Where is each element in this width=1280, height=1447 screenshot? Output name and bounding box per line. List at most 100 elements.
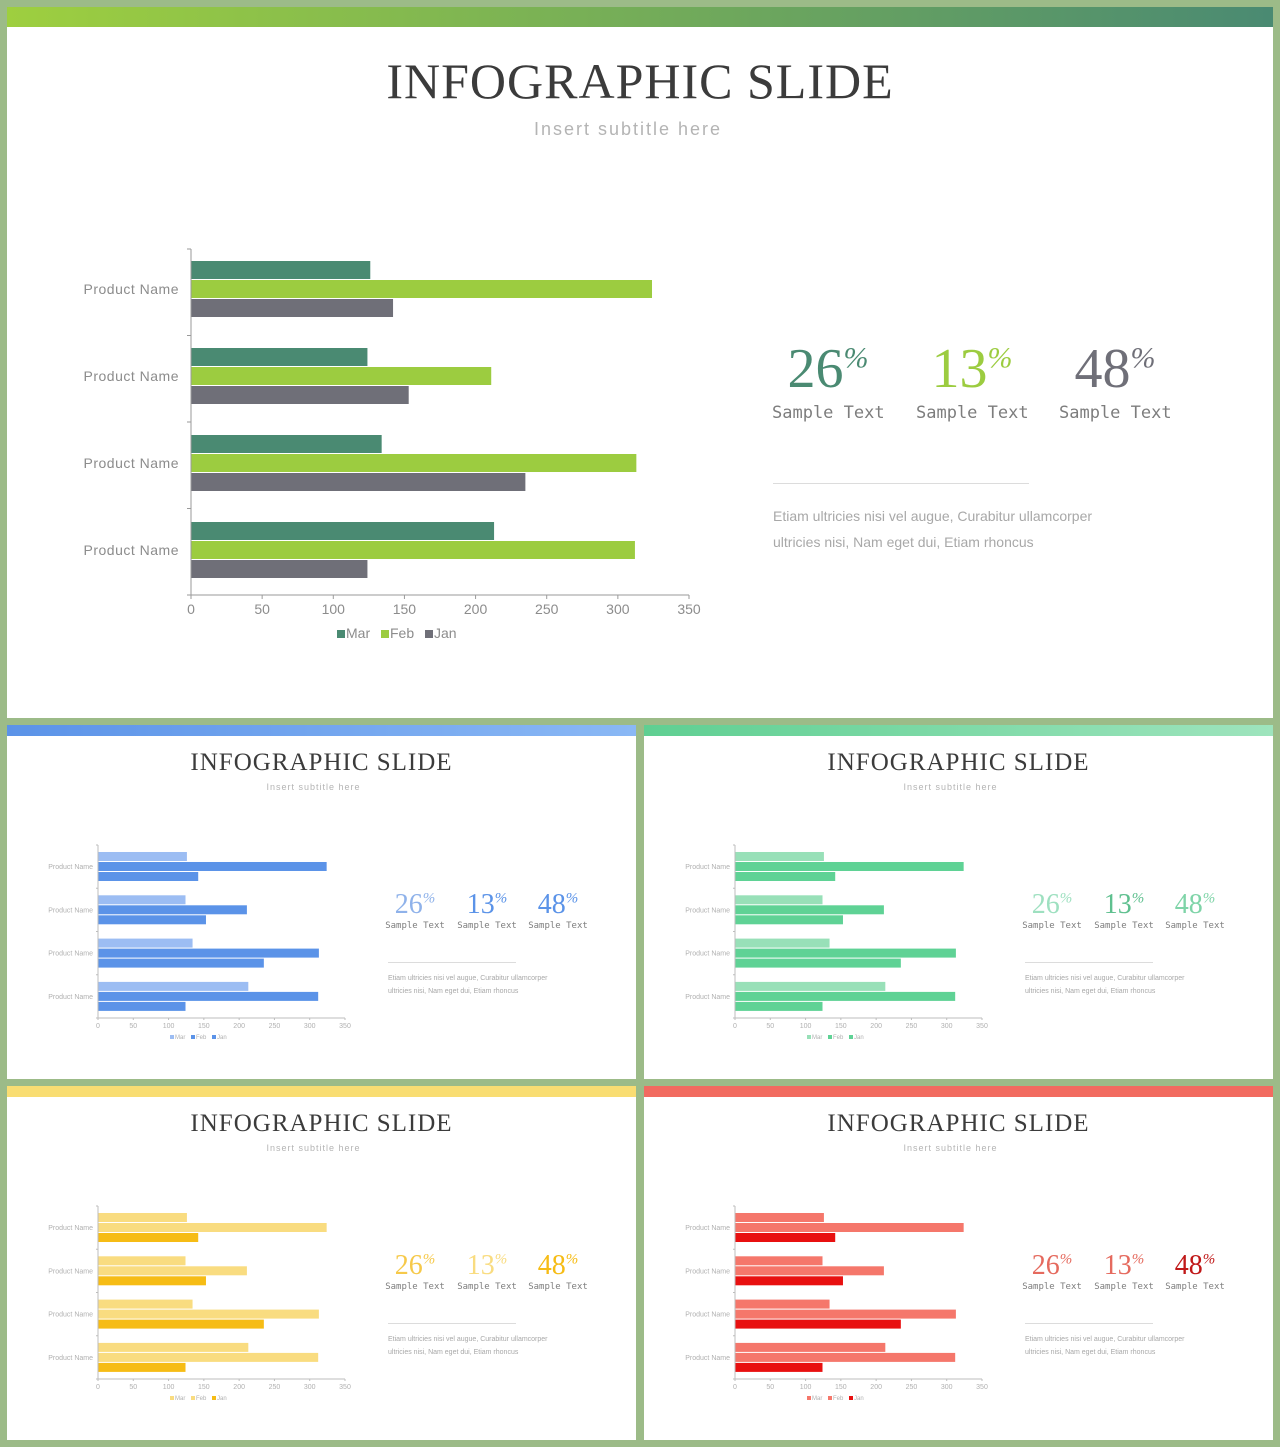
bar-mar <box>98 895 186 905</box>
stat-item: 26% Sample Text <box>772 337 885 423</box>
slide-title: INFOGRAPHIC SLIDE <box>386 53 894 109</box>
stat-label: Sample Text <box>916 403 1029 423</box>
x-tick-label: 100 <box>322 601 346 617</box>
x-tick-label: 50 <box>254 601 270 617</box>
stat-percent: 26% <box>1031 1250 1073 1281</box>
divider <box>388 1323 516 1324</box>
category-label: Product Name <box>84 455 179 471</box>
bar-feb <box>191 280 653 298</box>
bar-mar <box>191 261 371 279</box>
bar-mar <box>98 1213 187 1222</box>
legend-label: Mar <box>175 1396 185 1402</box>
bar-feb <box>735 1309 956 1319</box>
legend-swatch <box>170 1396 174 1400</box>
bar-mar <box>735 1213 824 1222</box>
category-label: Product Name <box>685 864 730 871</box>
legend-swatch <box>828 1396 832 1400</box>
bar-feb <box>98 1309 319 1319</box>
x-tick-label: 250 <box>269 1384 281 1391</box>
legend-label: Mar <box>346 625 370 641</box>
x-tick-label: 0 <box>96 1384 100 1391</box>
bar-mar <box>98 1299 193 1309</box>
x-tick-label: 0 <box>733 1384 737 1391</box>
slide-top-bar <box>7 7 1273 27</box>
category-label: Product Name <box>685 994 730 1001</box>
bar-feb <box>735 991 956 1001</box>
bar-mar <box>191 522 495 540</box>
x-tick-label: 100 <box>800 1384 812 1391</box>
slide-green: INFOGRAPHIC SLIDE Insert subtitle here P… <box>644 725 1273 1079</box>
x-tick-label: 350 <box>976 1023 988 1030</box>
bar-chart: Product Name Product Name Product Name Prod… <box>685 844 988 1041</box>
slide-subtitle: Insert subtitle here <box>903 1143 998 1153</box>
stat-percent: 26% <box>394 889 436 920</box>
bar-mar <box>98 1342 249 1352</box>
legend-swatch <box>191 1035 195 1039</box>
slide-yellow: INFOGRAPHIC SLIDE Insert subtitle here P… <box>7 1086 636 1440</box>
x-tick-label: 300 <box>606 601 630 617</box>
stat-label: Sample Text <box>528 1282 588 1292</box>
slide-subtitle: Insert subtitle here <box>266 1143 361 1153</box>
bar-feb <box>98 991 319 1001</box>
bar-feb <box>98 905 247 915</box>
stat-percent: 13% <box>1103 1250 1145 1281</box>
slide-top-bar <box>644 1086 1273 1097</box>
x-tick-label: 50 <box>766 1384 774 1391</box>
x-tick-label: 250 <box>906 1384 918 1391</box>
x-tick-label: 200 <box>870 1023 882 1030</box>
stat-percent: 13% <box>931 338 1013 400</box>
bar-feb <box>735 948 956 958</box>
divider <box>1025 1323 1153 1324</box>
category-label: Product Name <box>48 994 93 1001</box>
stat-item: 13% Sample Text <box>457 889 517 931</box>
bar-jan <box>735 1233 836 1242</box>
legend-label: Mar <box>812 1396 822 1402</box>
x-tick-label: 50 <box>766 1023 774 1030</box>
x-tick-label: 150 <box>198 1384 210 1391</box>
category-label: Product Name <box>48 1268 93 1275</box>
stat-label: Sample Text <box>457 921 517 931</box>
x-tick-label: 50 <box>129 1384 137 1391</box>
x-tick-label: 350 <box>339 1023 351 1030</box>
stat-percent: 26% <box>787 338 869 400</box>
stat-label: Sample Text <box>1059 403 1172 423</box>
stat-label: Sample Text <box>772 403 885 423</box>
x-tick-label: 100 <box>163 1023 175 1030</box>
legend-label: Jan <box>854 1035 864 1041</box>
stat-percent: 26% <box>1031 889 1073 920</box>
stat-item: 13% Sample Text <box>457 1250 517 1292</box>
bar-feb <box>98 1352 319 1362</box>
slide-top-bar <box>7 725 636 736</box>
legend-swatch <box>807 1396 811 1400</box>
legend-swatch <box>828 1035 832 1039</box>
category-label: Product Name <box>84 542 179 558</box>
x-tick-label: 0 <box>733 1023 737 1030</box>
category-label: Product Name <box>685 907 730 914</box>
bar-feb <box>191 454 637 472</box>
stat-item: 26% Sample Text <box>1022 889 1082 931</box>
bar-mar <box>735 1256 823 1266</box>
stat-label: Sample Text <box>1094 921 1154 931</box>
bar-jan <box>98 1001 186 1011</box>
stat-label: Sample Text <box>1165 1282 1225 1292</box>
bar-feb <box>735 1223 964 1232</box>
x-tick-label: 200 <box>233 1023 245 1030</box>
bar-feb <box>98 1266 247 1276</box>
bar-jan <box>98 872 199 881</box>
stat-percent: 13% <box>466 1250 508 1281</box>
legend-label: Mar <box>812 1035 822 1041</box>
category-label: Product Name <box>48 1225 93 1232</box>
legend-label: Mar <box>175 1035 185 1041</box>
bar-chart: Product Name Product Name Product Name Prod… <box>84 248 701 641</box>
stat-item: 48% Sample Text <box>1059 337 1172 423</box>
stat-label: Sample Text <box>528 921 588 931</box>
legend-label: Jan <box>434 625 457 641</box>
bar-feb <box>735 1352 956 1362</box>
bar-jan <box>98 1233 199 1242</box>
x-tick-label: 150 <box>198 1023 210 1030</box>
x-tick-label: 50 <box>129 1023 137 1030</box>
category-label: Product Name <box>685 951 730 958</box>
bar-chart: Product Name Product Name Product Name Prod… <box>48 1205 351 1402</box>
body-text: Etiam ultricies nisi vel augue, Curabitu… <box>1025 1336 1185 1356</box>
x-tick-label: 250 <box>906 1023 918 1030</box>
